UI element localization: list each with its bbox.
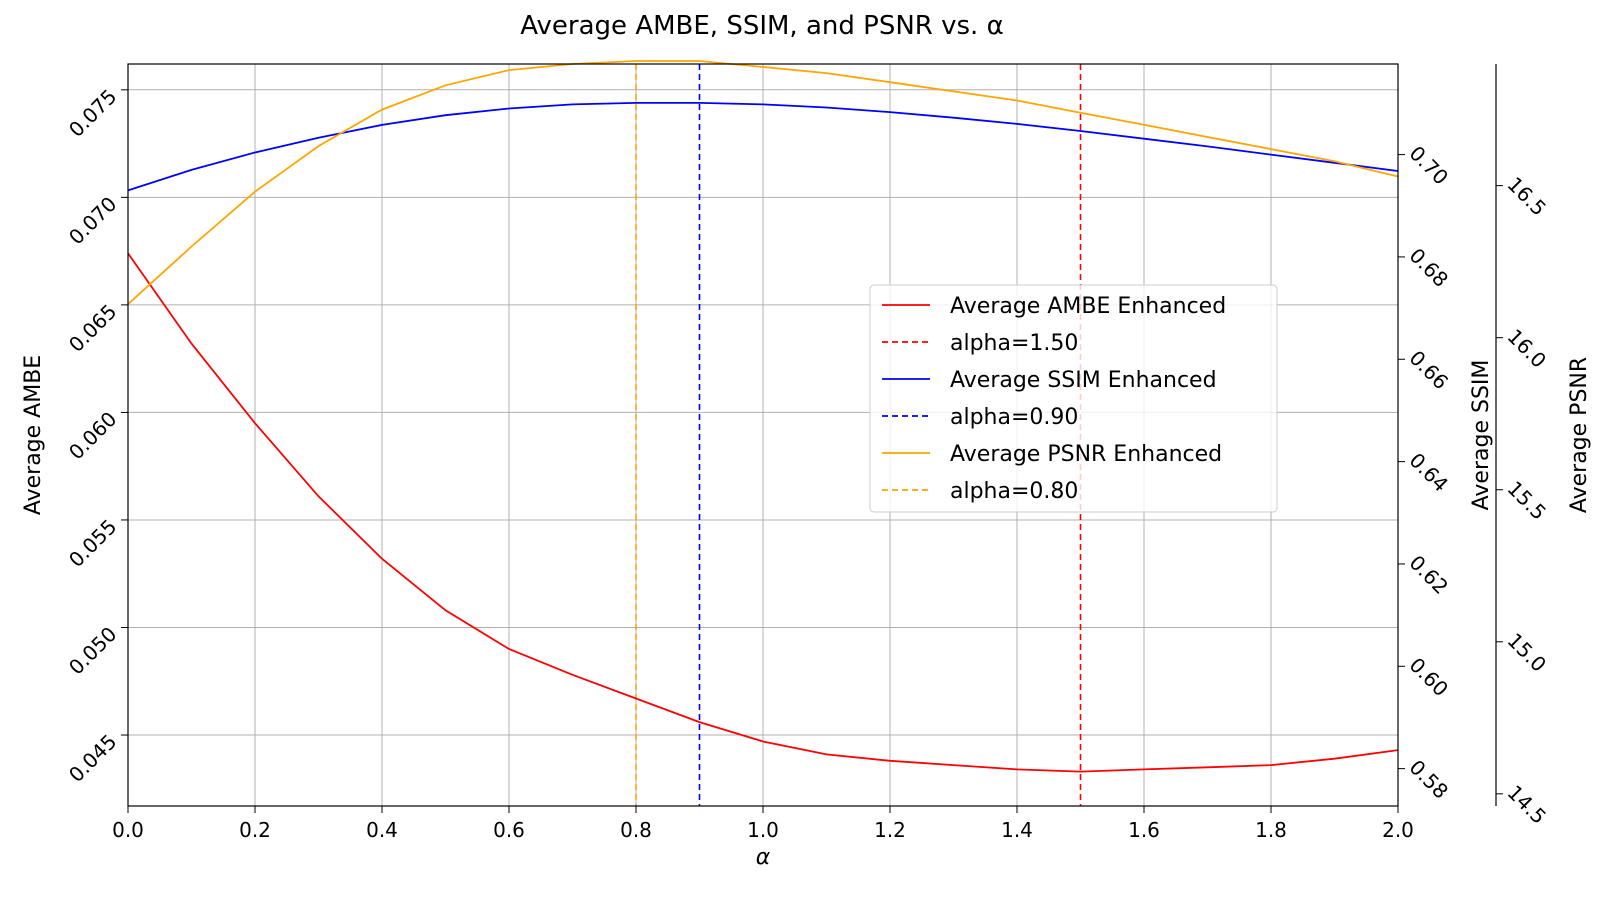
x-tick-label: 0.8 [620, 818, 652, 842]
psnr-tick-label: 16.0 [1503, 324, 1551, 372]
legend-label: Average PSNR Enhanced [950, 442, 1222, 467]
ssim-axis-label: Average SSIM [1469, 360, 1494, 511]
psnr-tick-label: 15.0 [1503, 628, 1551, 676]
x-tick-label: 0.0 [112, 818, 144, 842]
ambe-tick-label: 0.060 [64, 407, 121, 464]
ambe-tick-label: 0.045 [64, 729, 121, 786]
x-tick-label: 1.4 [1001, 818, 1033, 842]
ambe-tick-label: 0.055 [64, 514, 121, 571]
ssim-tick-label: 0.60 [1405, 653, 1453, 701]
legend-label: Average AMBE Enhanced [950, 294, 1226, 319]
series-line-ambe [127, 252, 1399, 773]
legend-label: alpha=0.90 [950, 405, 1078, 430]
ssim-tick-label: 0.62 [1405, 550, 1453, 598]
series-lines [127, 60, 1399, 773]
chart-title: Average AMBE, SSIM, and PSNR vs. α [520, 11, 1003, 41]
ssim-tick-label: 0.58 [1405, 755, 1453, 803]
psnr-tick-label: 14.5 [1503, 780, 1551, 828]
x-tick-label: 0.6 [493, 818, 525, 842]
legend-label: Average SSIM Enhanced [950, 368, 1217, 393]
ssim-tick-label: 0.66 [1405, 346, 1453, 394]
psnr-tick-label: 15.5 [1503, 476, 1551, 524]
ssim-tick-label: 0.68 [1405, 243, 1453, 291]
psnr-tick-label: 16.5 [1503, 172, 1551, 220]
ambe-axis-label: Average AMBE [21, 355, 46, 515]
x-tick-label: 0.4 [366, 818, 398, 842]
legend-label: alpha=0.80 [950, 479, 1078, 504]
ambe-tick-label: 0.050 [64, 622, 121, 679]
x-tick-label: 1.6 [1128, 818, 1160, 842]
legend: Average AMBE Enhanced alpha=1.50 Average S… [869, 284, 1278, 513]
x-tick-label: 1.0 [747, 818, 779, 842]
x-tick-label: 2.0 [1382, 818, 1414, 842]
axis-ticks: 0.0 0.2 0.4 0.6 0.8 1.0 1.2 1.4 1.6 1.8 2.0 0.045 0.… [64, 84, 1551, 842]
ambe-tick-label: 0.070 [64, 192, 121, 249]
legend-label: alpha=1.50 [950, 331, 1078, 356]
x-tick-label: 1.2 [874, 818, 906, 842]
x-tick-label: 1.8 [1255, 818, 1287, 842]
ssim-tick-label: 0.70 [1405, 141, 1453, 189]
x-axis-label: α [756, 845, 771, 870]
psnr-axis-label: Average PSNR [1567, 357, 1592, 513]
legend-box [869, 284, 1278, 513]
series-line-psnr [127, 60, 1399, 305]
ambe-tick-label: 0.075 [64, 84, 121, 141]
x-tick-label: 0.2 [239, 818, 271, 842]
ambe-tick-label: 0.065 [64, 299, 121, 356]
ssim-tick-label: 0.64 [1405, 448, 1453, 496]
